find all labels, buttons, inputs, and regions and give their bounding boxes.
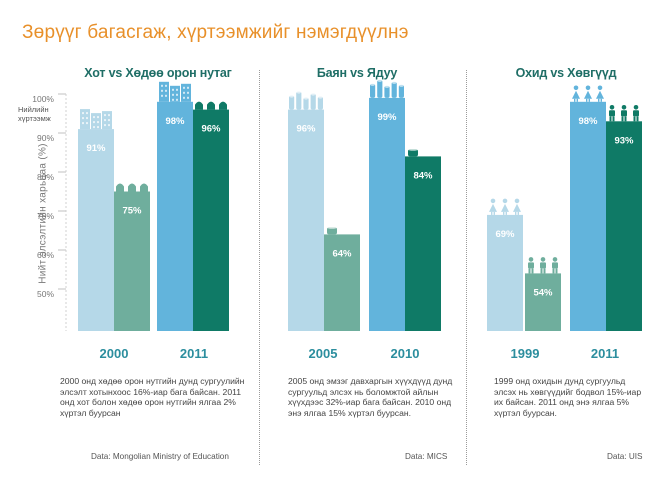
bar-group: 98% bbox=[157, 81, 193, 331]
bar-group: 96% bbox=[288, 89, 324, 331]
x-tick-label: 2010 bbox=[390, 346, 420, 361]
coin-icon bbox=[408, 147, 418, 157]
bar-value-label: 98% bbox=[578, 116, 598, 127]
bar-value-label: 84% bbox=[413, 170, 433, 181]
bar-value-label: 99% bbox=[377, 112, 397, 123]
bar bbox=[78, 129, 114, 331]
page-title: Зөрүүг багасгаж, хүртээмжийг нэмэгдүүлнэ bbox=[22, 22, 409, 43]
boy-icon bbox=[609, 105, 639, 122]
reference-line-label: Нийлийн хүртээмж bbox=[18, 105, 51, 123]
bar bbox=[525, 273, 561, 331]
x-tick-label: 2005 bbox=[308, 346, 338, 361]
boy-icon bbox=[528, 257, 558, 274]
building-icon bbox=[80, 109, 112, 130]
x-tick-label: 2000 bbox=[99, 346, 129, 361]
ger-icon bbox=[116, 183, 148, 192]
coin-icon bbox=[327, 225, 337, 235]
building-icon bbox=[159, 81, 191, 102]
x-tick-label: 2011 bbox=[590, 346, 620, 361]
y-tick-60: 60% bbox=[36, 250, 54, 260]
y-tick-80: 80% bbox=[36, 172, 54, 182]
panel-title-urban-rural: Хот vs Хөдөө орон нутаг bbox=[84, 66, 232, 80]
panel-note-urban-rural: 2000 онд хөдөө орон нутгийн дунд сургуул… bbox=[60, 376, 245, 418]
bar-group: 99% bbox=[369, 77, 405, 332]
bar bbox=[606, 121, 642, 331]
coins-icon bbox=[289, 89, 323, 110]
bar-group: 64% bbox=[324, 225, 360, 331]
panel-note-rich-poor: 2005 онд эмзэг давхаргын хүүхдүүд дунд с… bbox=[288, 376, 453, 418]
source-credit: Data: MICS bbox=[405, 452, 448, 461]
bar bbox=[324, 234, 360, 331]
bar-group: 54% bbox=[525, 257, 561, 331]
bar-group: 75% bbox=[114, 183, 150, 331]
panel-divider bbox=[259, 70, 260, 465]
panel-note-girls-boys: 1999 онд охидын дунд сургуульд элсэх нь … bbox=[494, 376, 642, 418]
bar-value-label: 54% bbox=[533, 287, 553, 298]
bar bbox=[193, 109, 229, 331]
bar bbox=[570, 101, 606, 331]
bar bbox=[487, 214, 523, 331]
source-credit: Data: Mongolian Ministry of Education bbox=[91, 452, 229, 461]
girl-icon bbox=[572, 85, 604, 102]
bar bbox=[157, 101, 193, 331]
bar-value-label: 64% bbox=[332, 248, 352, 259]
bar-value-label: 69% bbox=[495, 229, 515, 240]
panel-divider bbox=[466, 70, 467, 465]
bar-value-label: 98% bbox=[165, 116, 185, 127]
bar-value-label: 91% bbox=[86, 143, 106, 154]
bar-value-label: 75% bbox=[122, 206, 142, 217]
panel-title-rich-poor: Баян vs Ядуу bbox=[316, 66, 398, 80]
y-tick-50: 50% bbox=[36, 289, 54, 299]
panel-title-girls-boys: Охид vs Хөвгүүд bbox=[515, 66, 617, 80]
bar-group: 84% bbox=[405, 147, 441, 331]
y-tick-100: 100% bbox=[32, 94, 54, 104]
bar-group: 96% bbox=[193, 101, 229, 331]
bar-group: 98% bbox=[570, 85, 606, 331]
ger-icon bbox=[195, 101, 227, 110]
bar-value-label: 96% bbox=[201, 124, 221, 135]
y-tick-90: 90% bbox=[36, 133, 54, 143]
bar bbox=[114, 191, 150, 331]
bar bbox=[405, 156, 441, 331]
bar-group: 69% bbox=[487, 198, 523, 331]
bar bbox=[288, 109, 324, 331]
girl-icon bbox=[489, 198, 521, 215]
bar-group: 91% bbox=[78, 109, 114, 331]
bar-value-label: 93% bbox=[614, 135, 634, 146]
bar bbox=[369, 97, 405, 332]
bar-group: 93% bbox=[606, 105, 642, 331]
y-tick-70: 70% bbox=[36, 211, 54, 221]
coins-icon bbox=[370, 77, 404, 98]
bar-value-label: 96% bbox=[296, 124, 316, 135]
x-tick-label: 1999 bbox=[510, 346, 540, 361]
x-tick-label: 2011 bbox=[179, 346, 209, 361]
source-credit: Data: UIS bbox=[607, 452, 643, 461]
